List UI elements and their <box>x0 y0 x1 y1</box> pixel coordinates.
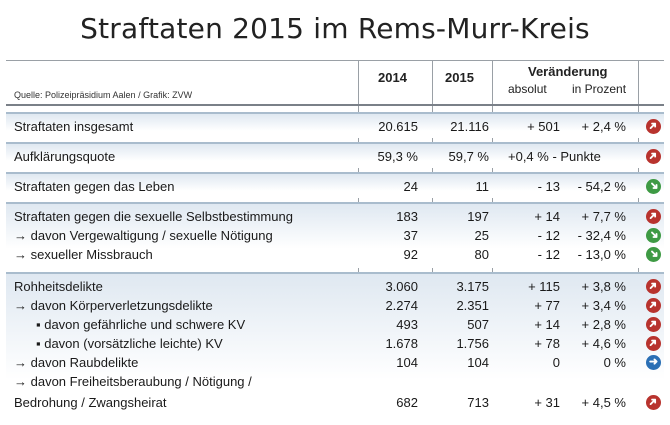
value-2014: 3.060 <box>385 279 418 294</box>
value-2015: 25 <box>474 228 489 243</box>
table-row: → davon Körperverletzungsdelikte 2.274 2… <box>6 296 664 315</box>
row-label: Straftaten gegen das Leben <box>14 179 175 194</box>
trend-up-icon: ➜ <box>645 335 661 351</box>
change-absolut: - 13 <box>537 179 560 194</box>
table-group: Straftaten gegen die sexuelle Selbstbest… <box>6 202 664 268</box>
row-label: Straftaten gegen die sexuelle Selbstbest… <box>14 209 293 224</box>
table-row: Aufklärungsquote 59,3 % 59,7 % +0,4 % - … <box>6 147 664 166</box>
row-label: → sexueller Missbrauch <box>14 247 153 262</box>
trend-up-icon: ➜ <box>645 316 661 332</box>
value-2014: 24 <box>403 179 418 194</box>
value-2015: 80 <box>474 247 489 262</box>
source-note: Quelle: Polizeipräsidium Aalen / Grafik:… <box>14 90 193 100</box>
change-percent: - 32,4 % <box>577 228 626 243</box>
value-2015: 11 <box>475 179 490 194</box>
change-absolut: + 78 <box>534 336 560 351</box>
table-row: → davon Raubdelikte 104 104 0 0 % ➜ <box>6 353 664 372</box>
table-row: → sexueller Missbrauch 92 80 - 12 - 13,0… <box>6 245 664 264</box>
table-row: ▪ davon (vorsätzliche leichte) KV 1.678 … <box>6 334 664 353</box>
change-absolut: + 31 <box>534 395 560 410</box>
trend-down-icon: ➜ <box>646 178 662 194</box>
row-label: ▪ davon (vorsätzliche leichte) KV <box>36 336 223 351</box>
change-absolut: 0 <box>552 355 560 370</box>
change-percent: + 3,8 % <box>581 279 626 294</box>
change-absolut: + 501 <box>527 119 560 134</box>
trend-up-icon: ➜ <box>645 297 661 313</box>
value-2015: 21.116 <box>450 119 489 134</box>
value-2014: 92 <box>403 247 418 262</box>
table-group: Rohheitsdelikte 3.060 3.175 + 115 + 3,8 … <box>6 272 664 425</box>
trend-up-icon: ➜ <box>645 278 661 294</box>
change-percent: + 2,8 % <box>581 317 626 332</box>
trend-up-icon: ➜ <box>645 394 661 410</box>
change-absolut: + 14 <box>534 317 560 332</box>
table-row: Straftaten gegen das Leben 24 11 - 13 - … <box>6 177 664 196</box>
page-title: Straftaten 2015 im Rems-Murr-Kreis <box>80 12 590 45</box>
value-2014: 59,3 % <box>377 149 418 164</box>
change-absolut: - 12 <box>537 247 560 262</box>
value-2014: 20.615 <box>378 119 418 134</box>
value-2014: 682 <box>396 395 418 410</box>
value-2014: 1.678 <box>385 336 418 351</box>
table-group: Aufklärungsquote 59,3 % 59,7 % +0,4 % - … <box>6 142 664 168</box>
change-merged: +0,4 % - Punkte <box>508 149 601 164</box>
change-percent: + 3,4 % <box>581 298 626 313</box>
header-separator <box>6 104 664 106</box>
value-2014: 2.274 <box>385 298 418 313</box>
header-top-rule <box>6 60 664 61</box>
row-label: → davon Körperverletzungsdelikte <box>14 298 213 313</box>
table-row: Rohheitsdelikte 3.060 3.175 + 115 + 3,8 … <box>6 277 664 296</box>
change-absolut: + 115 <box>528 279 560 294</box>
trend-down-icon: ➜ <box>646 227 662 243</box>
value-2014: 493 <box>396 317 418 332</box>
trend-up-icon: ➜ <box>645 148 661 164</box>
change-absolut: + 77 <box>534 298 560 313</box>
table-group: Straftaten gegen das Leben 24 11 - 13 - … <box>6 172 664 198</box>
value-2015: 104 <box>467 355 489 370</box>
table-row: → davon Vergewaltigung / sexuelle Nötigu… <box>6 226 664 245</box>
header-year-2015: 2015 <box>445 70 474 85</box>
change-percent: + 7,7 % <box>581 209 626 224</box>
change-percent: - 13,0 % <box>577 247 626 262</box>
row-label: → davon Raubdelikte <box>14 355 139 370</box>
trend-same-icon: ➜ <box>646 355 661 370</box>
table-row: → davon Freiheitsberaubung / Nötigung / <box>6 372 664 391</box>
header-change: Veränderung <box>528 64 608 79</box>
trend-down-icon: ➜ <box>646 246 662 262</box>
row-label: → davon Freiheitsberaubung / Nötigung / <box>14 374 252 389</box>
value-2014: 37 <box>403 228 418 243</box>
change-percent: + 4,6 % <box>581 336 626 351</box>
trend-up-icon: ➜ <box>645 118 661 134</box>
value-2015: 197 <box>467 209 489 224</box>
row-label: Aufklärungsquote <box>14 149 116 164</box>
table-row: Bedrohung / Zwangsheirat 682 713 + 31 + … <box>6 393 664 412</box>
value-2015: 3.175 <box>456 279 489 294</box>
value-2014: 183 <box>396 209 418 224</box>
row-label: Straftaten insgesamt <box>14 119 134 134</box>
change-absolut: + 14 <box>534 209 560 224</box>
value-2015: 59,7 % <box>448 149 489 164</box>
table-group: Straftaten insgesamt 20.615 21.116 + 501… <box>6 112 664 138</box>
row-label: Bedrohung / Zwangsheirat <box>14 395 167 410</box>
header-absolut: absolut <box>508 82 547 96</box>
change-percent: + 4,5 % <box>581 395 626 410</box>
row-label: Rohheitsdelikte <box>14 279 103 294</box>
row-label: → davon Vergewaltigung / sexuelle Nötigu… <box>14 228 273 243</box>
change-absolut: - 12 <box>537 228 560 243</box>
trend-up-icon: ➜ <box>645 208 661 224</box>
value-2014: 104 <box>396 355 418 370</box>
change-percent: + 2,4 % <box>581 119 626 134</box>
header-prozent: in Prozent <box>572 82 627 96</box>
row-label: ▪ davon gefährliche und schwere KV <box>36 317 246 332</box>
value-2015: 1.756 <box>456 336 489 351</box>
change-percent: - 54,2 % <box>577 179 626 194</box>
table-row: Straftaten gegen die sexuelle Selbstbest… <box>6 207 664 226</box>
value-2015: 2.351 <box>456 298 489 313</box>
table-row: ▪ davon gefährliche und schwere KV 493 5… <box>6 315 664 334</box>
change-percent: 0 % <box>603 355 626 370</box>
value-2015: 507 <box>467 317 489 332</box>
table-row: Straftaten insgesamt 20.615 21.116 + 501… <box>6 117 664 136</box>
header-year-2014: 2014 <box>378 70 407 85</box>
value-2015: 713 <box>467 395 489 410</box>
